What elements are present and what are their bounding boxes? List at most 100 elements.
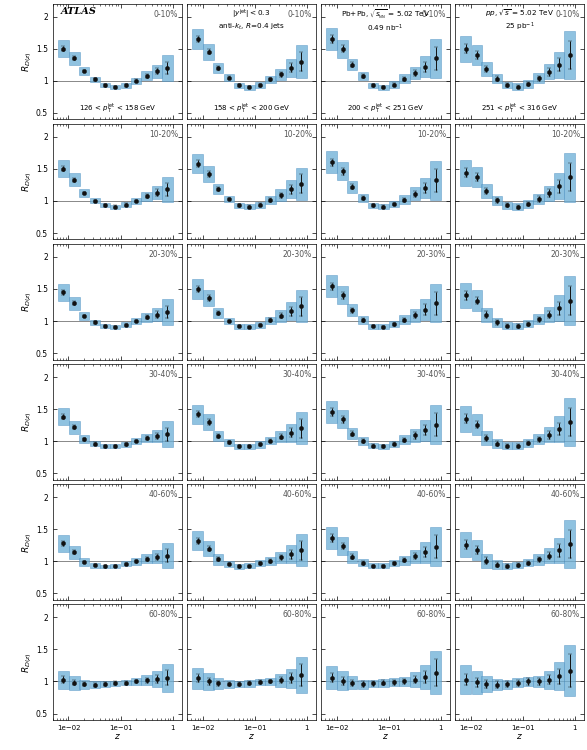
Bar [358, 437, 368, 445]
Bar [90, 441, 100, 446]
Bar [502, 680, 512, 688]
Bar [534, 314, 544, 324]
Bar [460, 36, 471, 62]
Text: 158 < $p_{\rm T}^{\rm jet}$ < 200 GeV: 158 < $p_{\rm T}^{\rm jet}$ < 200 GeV [212, 101, 290, 115]
Bar [162, 543, 173, 568]
Bar [523, 200, 534, 208]
Bar [544, 185, 554, 201]
Bar [554, 173, 565, 199]
Bar [213, 431, 224, 441]
Bar [162, 422, 173, 447]
Bar [234, 444, 244, 449]
Bar [565, 645, 575, 696]
Bar [430, 161, 441, 200]
Bar [410, 67, 420, 80]
Bar [224, 680, 234, 688]
Text: 60-80%: 60-80% [551, 610, 580, 620]
Bar [399, 195, 410, 204]
Bar [120, 322, 131, 328]
X-axis label: $z$: $z$ [382, 732, 389, 741]
Bar [534, 73, 544, 83]
Bar [410, 309, 420, 322]
Bar [151, 550, 162, 563]
Text: 30-40%: 30-40% [282, 370, 312, 379]
Text: 0-10%: 0-10% [288, 10, 312, 19]
Text: 251 < $p_{\rm T}^{\rm jet}$ < 316 GeV: 251 < $p_{\rm T}^{\rm jet}$ < 316 GeV [481, 101, 558, 115]
Bar [534, 434, 544, 445]
Bar [368, 443, 378, 448]
Bar [492, 560, 502, 569]
Bar [255, 441, 265, 448]
Bar [110, 205, 120, 209]
Bar [131, 198, 141, 204]
Bar [534, 554, 544, 565]
Bar [224, 74, 234, 81]
Bar [410, 550, 420, 562]
Bar [100, 203, 110, 207]
Text: 30-40%: 30-40% [551, 370, 580, 379]
Bar [79, 436, 89, 443]
Y-axis label: $R_{D(z)}$: $R_{D(z)}$ [21, 292, 35, 312]
Bar [358, 194, 368, 202]
Bar [100, 682, 110, 687]
Bar [100, 565, 110, 568]
Bar [378, 85, 389, 90]
Bar [265, 196, 275, 204]
Bar [512, 203, 523, 210]
Bar [244, 85, 255, 90]
Bar [565, 153, 575, 202]
Y-axis label: $R_{D(z)}$: $R_{D(z)}$ [21, 171, 35, 192]
Bar [512, 83, 523, 90]
Bar [255, 679, 265, 686]
Bar [203, 541, 214, 556]
Y-axis label: $R_{D(z)}$: $R_{D(z)}$ [21, 652, 35, 673]
Bar [131, 678, 141, 685]
Bar [544, 427, 554, 442]
Bar [100, 445, 110, 448]
Bar [338, 163, 348, 180]
Text: 20-30%: 20-30% [149, 250, 178, 259]
Bar [326, 275, 337, 297]
Bar [378, 679, 389, 687]
Bar [79, 189, 89, 197]
Bar [481, 554, 491, 568]
Bar [512, 678, 523, 687]
Bar [348, 427, 357, 439]
Bar [512, 562, 523, 568]
Bar [286, 669, 296, 688]
Bar [512, 323, 523, 329]
Bar [534, 676, 544, 687]
Bar [368, 563, 378, 568]
Bar [79, 312, 89, 320]
Text: 20-30%: 20-30% [283, 250, 312, 259]
Bar [286, 180, 296, 198]
Bar [110, 564, 120, 568]
Bar [275, 674, 286, 687]
Bar [275, 68, 286, 80]
Text: 10-20%: 10-20% [283, 130, 312, 139]
Bar [265, 678, 275, 686]
Bar [430, 405, 441, 444]
Bar [79, 680, 89, 688]
Bar [326, 400, 337, 422]
Bar [255, 322, 265, 328]
Text: Pb+Pb, $\sqrt{s_{_{\rm NN}}}$ = 5.02 TeV
0.49 nb$^{-1}$: Pb+Pb, $\sqrt{s_{_{\rm NN}}}$ = 5.02 TeV… [341, 8, 430, 34]
Text: 0-10%: 0-10% [421, 10, 446, 19]
Bar [338, 40, 348, 58]
Bar [120, 561, 131, 566]
Bar [554, 662, 565, 691]
Bar [471, 167, 482, 188]
Y-axis label: $R_{D(z)}$: $R_{D(z)}$ [21, 51, 35, 72]
Bar [151, 671, 162, 687]
Text: 40-60%: 40-60% [282, 490, 312, 499]
Bar [523, 320, 534, 328]
Bar [203, 166, 214, 182]
Bar [244, 563, 255, 568]
Bar [192, 668, 203, 688]
Bar [410, 672, 420, 687]
Text: 60-80%: 60-80% [149, 610, 178, 620]
Bar [554, 52, 565, 77]
Bar [399, 556, 410, 565]
Bar [326, 152, 337, 173]
Bar [338, 410, 348, 428]
